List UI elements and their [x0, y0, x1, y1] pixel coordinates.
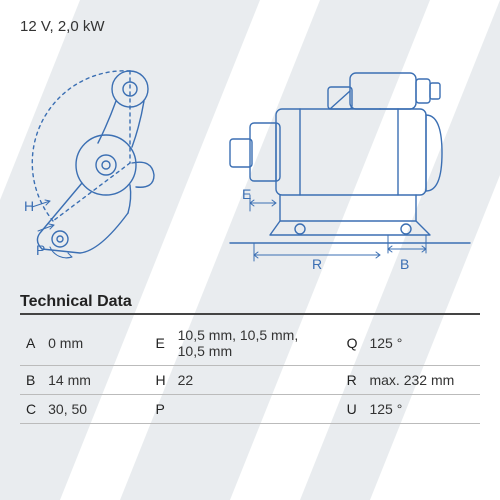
cell-key: U [341, 395, 364, 424]
cell-val: 22 [172, 366, 341, 395]
cell-val: 125 ° [363, 395, 480, 424]
cell-key: H [150, 366, 172, 395]
cell-key: A [20, 321, 42, 366]
diagram-label-p: P [36, 242, 45, 258]
diagram-label-b: B [400, 256, 409, 272]
cell-key: P [150, 395, 172, 424]
cell-val: 125 ° [363, 321, 480, 366]
table-rule [20, 313, 480, 315]
cell-val: 10,5 mm, 10,5 mm, 10,5 mm [172, 321, 341, 366]
diagram-label-h: H [24, 198, 34, 214]
table-row: A 0 mm E 10,5 mm, 10,5 mm, 10,5 mm Q 125… [20, 321, 480, 366]
table-row: B 14 mm H 22 R max. 232 mm [20, 366, 480, 395]
technical-data-table: A 0 mm E 10,5 mm, 10,5 mm, 10,5 mm Q 125… [20, 321, 480, 424]
cell-key: B [20, 366, 42, 395]
cell-val: 0 mm [42, 321, 149, 366]
diagram-label-e: E [242, 186, 251, 202]
cell-val: max. 232 mm [363, 366, 480, 395]
cell-val: 14 mm [42, 366, 149, 395]
cell-key: C [20, 395, 42, 424]
table-title: Technical Data [20, 293, 480, 311]
cell-key: Q [341, 321, 364, 366]
technical-diagram: H P E R B [20, 43, 480, 273]
cell-val: 30, 50 [42, 395, 149, 424]
table-row: C 30, 50 P U 125 ° [20, 395, 480, 424]
spec-header: 12 V, 2,0 kW [20, 18, 480, 35]
cell-key: E [150, 321, 172, 366]
diagram-label-r: R [312, 256, 322, 272]
cell-key: R [341, 366, 364, 395]
cell-val [172, 395, 341, 424]
